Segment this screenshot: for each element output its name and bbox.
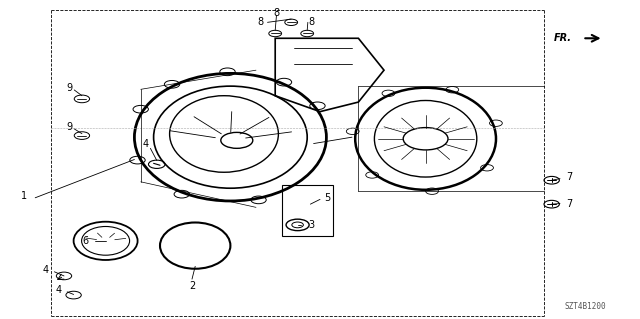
Text: 9: 9 — [66, 83, 72, 93]
Text: 7: 7 — [566, 172, 573, 182]
Text: SZT4B1200: SZT4B1200 — [564, 302, 607, 311]
Text: 2: 2 — [189, 280, 195, 291]
Text: 8: 8 — [308, 17, 315, 27]
Text: 7: 7 — [566, 198, 573, 209]
Text: 3: 3 — [308, 220, 315, 230]
Text: 4: 4 — [56, 285, 62, 295]
Text: 9: 9 — [66, 122, 72, 132]
Text: 1: 1 — [21, 191, 28, 201]
Text: 8: 8 — [273, 8, 280, 18]
Text: 4: 4 — [143, 138, 149, 149]
Text: FR.: FR. — [554, 33, 572, 43]
Text: 8: 8 — [257, 17, 264, 27]
Text: 4: 4 — [43, 264, 49, 275]
Text: 5: 5 — [324, 193, 331, 204]
Text: 6: 6 — [82, 236, 88, 246]
